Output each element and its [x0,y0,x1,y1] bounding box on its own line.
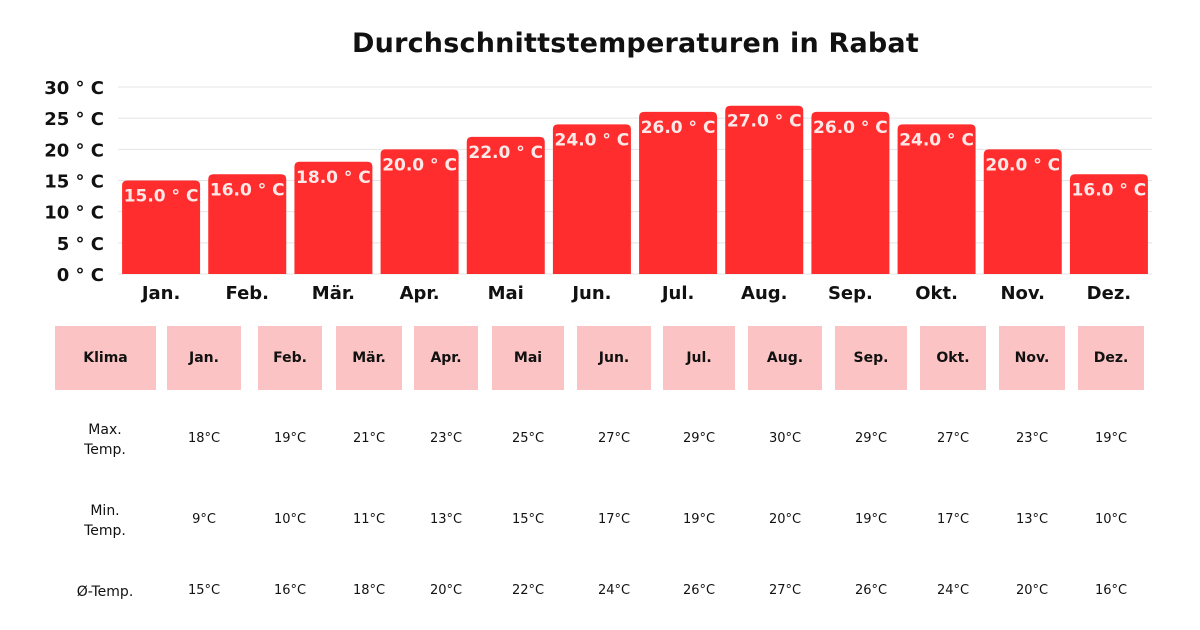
data-label: 26.0 ° C [813,118,888,138]
x-tick-label: Okt. [915,283,958,304]
table-cell: 10°C [1094,512,1128,527]
table-cell: 20°C [429,583,463,598]
y-tick-label: 30 ° C [44,78,104,99]
x-tick-label: Apr. [400,283,440,304]
table-cell: 10°C [273,512,307,527]
table-cell: 9°C [192,512,216,527]
table-cell: 16°C [1094,583,1128,598]
data-label: 18.0 ° C [296,168,371,188]
x-tick-label: Aug. [741,283,787,304]
table-cell: 27°C [936,431,970,446]
x-tick-label: Jul. [660,283,695,304]
data-label: 26.0 ° C [641,118,716,138]
bar [380,149,459,274]
table-month-header: Feb. [258,326,322,390]
table-cell: 29°C [682,431,716,446]
x-tick-label: Nov. [1000,283,1045,304]
table-cell: 19°C [273,431,307,446]
table-cell: 20°C [1015,583,1049,598]
bar [811,111,890,274]
data-label: 22.0 ° C [468,143,543,163]
table-cell: 15°C [511,512,545,527]
table-cell: 15°C [187,583,221,598]
table-cell: 13°C [429,512,463,527]
table-cell: 20°C [768,512,802,527]
table-cell: 11°C [352,512,386,527]
data-label: 27.0 ° C [727,112,802,132]
table-cell: 27°C [768,583,802,598]
bar [466,136,545,274]
table-month-header: Mär. [336,326,402,390]
table-row-label: Min. Temp. [84,503,126,539]
bar [725,105,804,274]
table-month-header: Okt. [920,326,986,390]
bar [208,174,287,274]
table-month-header: Jan. [167,326,241,390]
table-month-header: Sep. [835,326,907,390]
x-tick-label: Sep. [828,283,873,304]
table-cell: 18°C [352,583,386,598]
bar [1069,174,1148,274]
table-month-header: Aug. [748,326,822,390]
table-corner-header: Klima [55,326,156,390]
bar-chart: 0 ° C 5 ° C 10 ° C 15 ° C 20 ° C 25 ° C 30 ° C… [44,78,1152,304]
bar [552,124,631,275]
table-cell: 26°C [854,583,888,598]
table-month-header: Jun. [577,326,651,390]
table-cell: 19°C [854,512,888,527]
data-label: 24.0 ° C [899,130,974,150]
table-month-header: Mai [492,326,564,390]
table-cell: 21°C [352,431,386,446]
table-cell: 24°C [597,583,631,598]
table-cell: 18°C [187,431,221,446]
x-tick-label: Jun. [570,283,611,304]
data-label: 15.0 ° C [124,187,199,207]
x-tick-label: Feb. [226,283,270,304]
x-tick-label: Jan. [140,283,181,304]
table-cell: 19°C [682,512,716,527]
y-tick-label: 20 ° C [44,140,104,161]
y-tick-label: 5 ° C [57,234,104,255]
table-row-label: Ø-Temp. [76,584,134,600]
y-tick-label: 10 ° C [44,203,104,224]
bar [122,180,201,274]
table-cell: 26°C [682,583,716,598]
y-tick-label: 0 ° C [57,265,104,286]
data-label: 24.0 ° C [555,130,630,150]
x-tick-label: Dez. [1087,283,1131,304]
table-cell: 19°C [1094,431,1128,446]
x-tick-label: Mai [488,283,524,304]
y-tick-label: 25 ° C [44,109,104,130]
table-cell: 29°C [854,431,888,446]
table-cell: 23°C [1015,431,1049,446]
table-cell: 16°C [273,583,307,598]
bar [983,149,1062,274]
table-cell: 22°C [511,583,545,598]
table-cell: 27°C [597,431,631,446]
table-month-header: Dez. [1078,326,1144,390]
table-month-header: Nov. [999,326,1065,390]
data-label: 20.0 ° C [985,155,1060,175]
table-cell: 24°C [936,583,970,598]
table-month-header: Jul. [663,326,735,390]
data-label: 20.0 ° C [382,155,457,175]
table-cell: 30°C [768,431,802,446]
table-month-header: Apr. [414,326,478,390]
table-cell: 13°C [1015,512,1049,527]
table-cell: 25°C [511,431,545,446]
bar [639,111,718,274]
data-label: 16.0 ° C [1072,180,1147,200]
bar [897,124,976,275]
table-cell: 17°C [936,512,970,527]
bar [294,161,373,274]
data-label: 16.0 ° C [210,180,285,200]
chart-title: Durchschnittstemperaturen in Rabat [352,28,919,59]
table-cell: 23°C [429,431,463,446]
table-cell: 17°C [597,512,631,527]
x-tick-label: Mär. [312,283,355,304]
table-row-label: Max. Temp. [84,422,126,458]
y-tick-label: 15 ° C [44,172,104,193]
